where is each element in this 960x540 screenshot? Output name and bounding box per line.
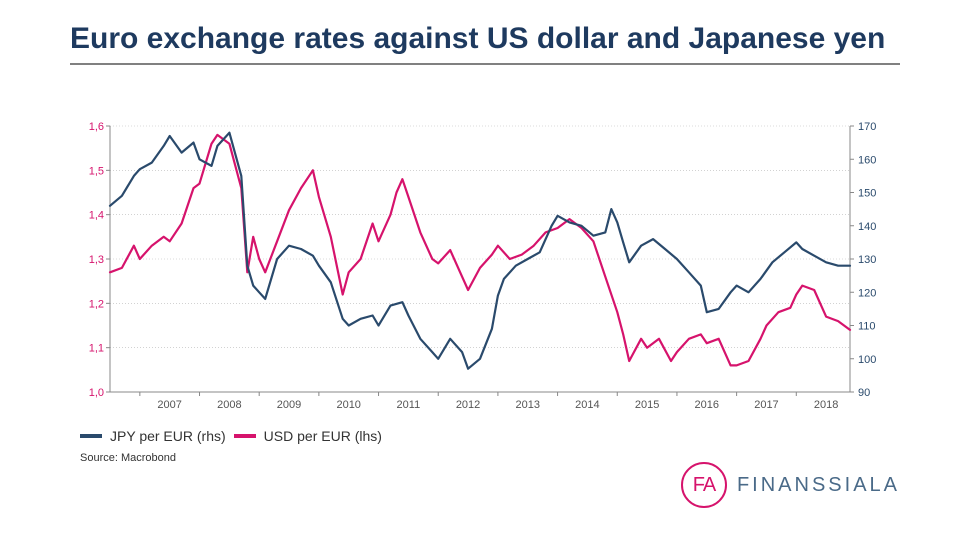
- svg-text:2007: 2007: [157, 399, 181, 411]
- svg-text:160: 160: [858, 154, 876, 166]
- chart: 1,0 1,1 1,2 1,3 1,4 1,5 1,6 90 100 110 120 130 140 15…: [70, 120, 890, 420]
- chart-legend: JPY per EUR (rhs) USD per EUR (lhs): [80, 428, 382, 444]
- svg-text:2013: 2013: [515, 399, 539, 411]
- legend-row: JPY per EUR (rhs) USD per EUR (lhs): [80, 428, 382, 444]
- slide: Euro exchange rates against US dollar an…: [0, 0, 960, 540]
- legend-label-jpy: JPY per EUR (rhs): [110, 428, 226, 444]
- svg-text:1,3: 1,3: [89, 254, 104, 266]
- svg-text:2017: 2017: [754, 399, 778, 411]
- brand-logo: FA FINANSSIALA: [681, 462, 900, 508]
- svg-text:2016: 2016: [695, 399, 719, 411]
- legend-swatch-jpy: [80, 434, 102, 438]
- svg-text:2018: 2018: [814, 399, 838, 411]
- svg-text:1,2: 1,2: [89, 298, 104, 310]
- svg-text:100: 100: [858, 354, 876, 366]
- svg-text:1,0: 1,0: [89, 387, 104, 399]
- svg-text:2008: 2008: [217, 399, 241, 411]
- svg-text:170: 170: [858, 121, 876, 133]
- logo-wordmark: FINANSSIALA: [737, 474, 900, 497]
- svg-text:110: 110: [858, 321, 876, 333]
- svg-text:2014: 2014: [575, 399, 599, 411]
- legend-swatch-usd: [234, 434, 256, 438]
- svg-text:2012: 2012: [456, 399, 480, 411]
- svg-text:140: 140: [858, 221, 876, 233]
- svg-text:1,1: 1,1: [89, 343, 104, 355]
- svg-text:2015: 2015: [635, 399, 659, 411]
- svg-text:120: 120: [858, 287, 876, 299]
- source-note: Source: Macrobond: [80, 452, 176, 464]
- svg-text:1,5: 1,5: [89, 165, 104, 177]
- svg-text:90: 90: [858, 387, 870, 399]
- svg-text:1,6: 1,6: [89, 121, 104, 133]
- svg-text:150: 150: [858, 188, 876, 200]
- legend-label-usd: USD per EUR (lhs): [264, 428, 382, 444]
- svg-text:130: 130: [858, 254, 876, 266]
- svg-text:2011: 2011: [397, 399, 421, 411]
- chart-svg: 1,0 1,1 1,2 1,3 1,4 1,5 1,6 90 100 110 120 130 140 15…: [70, 120, 890, 420]
- svg-text:1,4: 1,4: [89, 210, 104, 222]
- logo-mark: FA: [681, 462, 727, 508]
- svg-text:2010: 2010: [336, 399, 360, 411]
- chart-title: Euro exchange rates against US dollar an…: [70, 22, 900, 65]
- svg-text:2009: 2009: [277, 399, 301, 411]
